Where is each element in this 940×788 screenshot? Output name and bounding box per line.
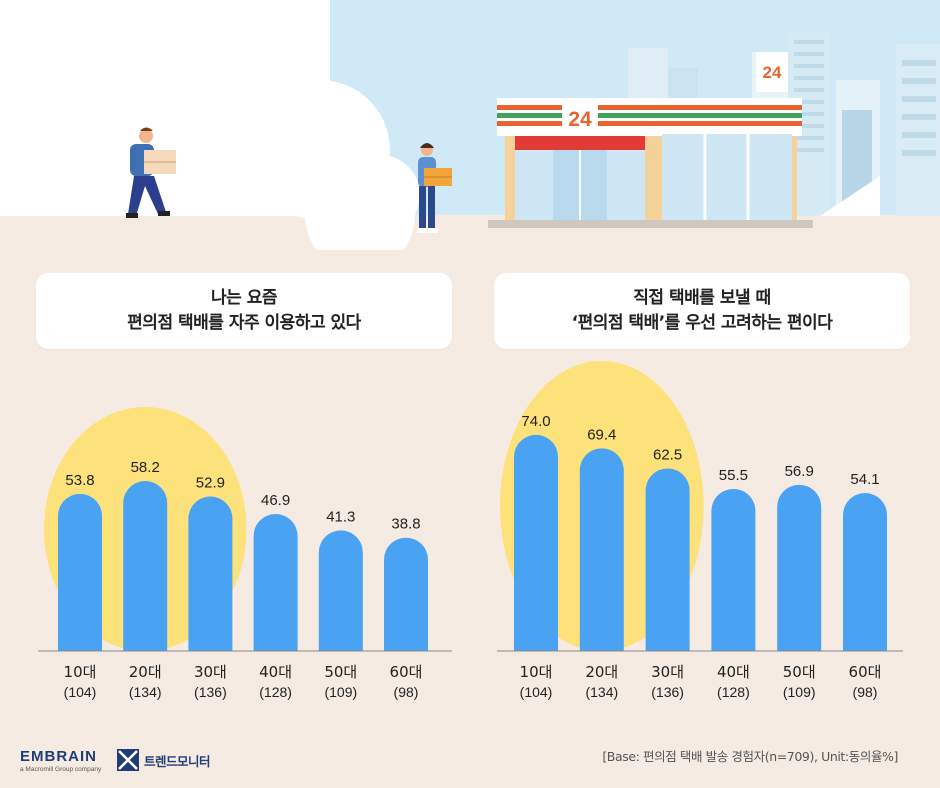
category-label: 40대: [717, 663, 750, 681]
category-label: 20대: [129, 663, 162, 681]
sample-size-label: (134): [585, 684, 618, 700]
bar-60대: [384, 537, 428, 651]
value-label: 52.9: [196, 475, 225, 492]
category-label: 10대: [520, 663, 553, 681]
sample-size-label: (128): [259, 684, 292, 700]
sample-size-label: (104): [520, 684, 553, 700]
value-label: 41.3: [326, 508, 355, 525]
value-label: 58.2: [131, 459, 160, 476]
brand-subtitle: a Macromill Group company: [20, 766, 102, 773]
person-carrying-box-icon: [126, 127, 176, 218]
sample-size-label: (104): [64, 684, 97, 700]
bar-50대: [777, 484, 822, 651]
bar-30대: [188, 496, 233, 651]
value-label: 74.0: [521, 413, 550, 430]
trend-monitor-logo: 트렌드모니터: [117, 749, 211, 771]
value-label: 56.9: [785, 463, 814, 480]
bar-10대: [514, 434, 558, 651]
bar-40대: [711, 488, 756, 651]
bar-30대: [645, 468, 690, 651]
person-holding-box-icon: [417, 143, 452, 233]
category-label: 30대: [651, 663, 684, 681]
left-chart-title-card: 나는 요즘 편의점 택배를 자주 이용하고 있다: [36, 273, 452, 349]
sample-size-label: (98): [394, 684, 419, 700]
value-label: 69.4: [587, 426, 616, 443]
sample-size-label: (109): [324, 684, 357, 700]
sample-size-label: (136): [651, 684, 684, 700]
trend-monitor-icon: [117, 749, 139, 771]
brand-name: EMBRAIN: [20, 748, 97, 765]
bar-40대: [253, 514, 298, 651]
value-label: 54.1: [850, 471, 879, 488]
bar-60대: [843, 493, 887, 651]
sample-size-label: (98): [853, 684, 878, 700]
store-sign: 24: [568, 108, 592, 131]
value-label: 62.5: [653, 447, 682, 464]
convenience-store: 24: [488, 98, 813, 228]
bar-10대: [58, 493, 102, 651]
embrain-logo: EMBRAIN a Macromill Group company: [20, 748, 101, 773]
category-label: 60대: [849, 663, 882, 681]
bar-50대: [318, 530, 363, 651]
sample-size-label: (136): [194, 684, 227, 700]
clouds: [0, 0, 420, 250]
building-sign: 24: [763, 63, 782, 82]
category-label: 50대: [783, 663, 816, 681]
sample-size-label: (134): [129, 684, 162, 700]
category-label: 40대: [259, 663, 292, 681]
right-title-line-2: ‘편의점 택배’를 우선 고려하는 편이다: [571, 313, 833, 333]
category-label: 60대: [390, 663, 423, 681]
right-title-line-1: 직접 택배를 보낼 때: [633, 288, 771, 308]
category-label: 10대: [64, 663, 97, 681]
bar-20대: [579, 448, 624, 651]
left-title-line-2: 편의점 택배를 자주 이용하고 있다: [127, 313, 361, 333]
value-label: 38.8: [391, 516, 420, 533]
bar-20대: [123, 481, 168, 651]
right-chart-title-card: 직접 택배를 보낼 때 ‘편의점 택배’를 우선 고려하는 편이다: [494, 273, 910, 349]
category-label: 20대: [585, 663, 618, 681]
value-label: 46.9: [261, 492, 290, 509]
sample-size-label: (109): [783, 684, 816, 700]
trend-monitor-text: 트렌드모니터: [144, 753, 211, 769]
value-label: 55.5: [719, 467, 748, 484]
left-title-line-1: 나는 요즘: [211, 288, 277, 308]
category-label: 50대: [324, 663, 357, 681]
sample-size-label: (128): [717, 684, 750, 700]
convenience-store-illustration: 24 24: [0, 0, 940, 250]
category-label: 30대: [194, 663, 227, 681]
base-note: [Base: 편의점 택배 발송 경험자(n=709), Unit:동의율%]: [602, 749, 898, 764]
value-label: 53.8: [65, 472, 94, 489]
